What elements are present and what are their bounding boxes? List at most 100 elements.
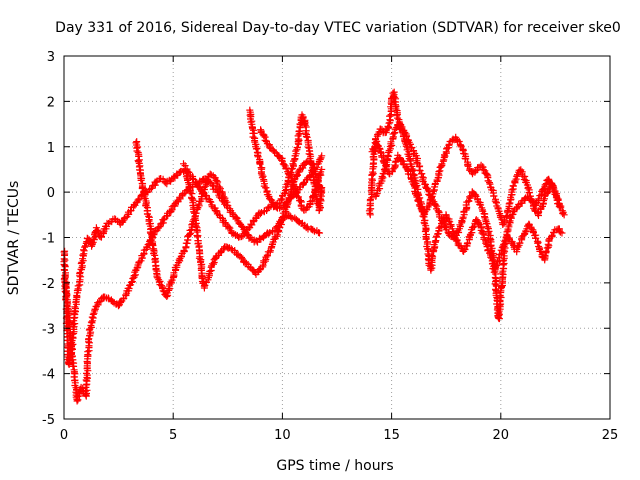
data-point <box>506 199 514 207</box>
data-point <box>122 291 130 299</box>
data-point <box>252 237 260 245</box>
data-point <box>240 225 248 233</box>
data-point <box>87 318 95 326</box>
data-point <box>388 142 396 149</box>
data-point <box>445 217 453 225</box>
data-point <box>136 166 143 174</box>
data-point <box>457 243 465 251</box>
data-point <box>402 142 410 150</box>
data-point <box>175 169 183 177</box>
data-point <box>260 182 268 190</box>
data-point <box>516 239 524 247</box>
data-point <box>532 234 540 242</box>
data-point <box>517 167 524 175</box>
series-track-9 <box>372 121 566 274</box>
data-point <box>428 252 436 259</box>
data-point <box>560 211 568 219</box>
data-point <box>127 278 135 286</box>
data-point <box>142 202 150 210</box>
data-point <box>480 235 488 243</box>
data-point <box>417 170 425 178</box>
x-tick-label: 15 <box>383 428 400 443</box>
data-point <box>178 253 185 261</box>
data-point <box>295 127 303 135</box>
data-point <box>308 166 316 174</box>
data-point <box>154 224 162 232</box>
data-point <box>134 196 142 204</box>
data-point <box>556 228 564 236</box>
data-point <box>88 240 96 248</box>
x-axis-label: GPS time / hours <box>276 458 393 474</box>
data-point <box>556 202 564 210</box>
data-point <box>537 204 545 212</box>
data-point <box>309 226 317 234</box>
data-point <box>413 182 421 189</box>
data-point <box>185 183 193 191</box>
data-point <box>431 201 439 209</box>
data-point <box>262 184 270 192</box>
data-point <box>542 247 550 255</box>
data-point <box>135 158 142 166</box>
data-point <box>206 170 214 178</box>
data-point <box>290 184 298 192</box>
data-point <box>436 223 444 231</box>
data-point <box>366 196 374 203</box>
data-point <box>301 121 309 129</box>
data-point <box>508 186 516 194</box>
data-point <box>318 165 326 173</box>
data-point <box>318 184 326 192</box>
data-point <box>429 187 437 195</box>
data-point <box>427 195 434 203</box>
data-point <box>429 253 437 261</box>
data-point <box>206 267 214 275</box>
data-point <box>249 133 257 141</box>
data-point <box>72 305 79 312</box>
data-point <box>278 156 286 164</box>
data-point <box>487 253 495 261</box>
data-point <box>419 212 427 220</box>
data-point <box>224 202 232 210</box>
series-track-6 <box>257 126 326 214</box>
data-point <box>160 216 168 224</box>
data-point <box>531 206 539 214</box>
data-point <box>524 184 532 192</box>
data-point <box>295 218 303 226</box>
data-point <box>190 208 198 216</box>
data-point <box>307 159 315 167</box>
data-point <box>528 197 536 205</box>
data-point <box>93 226 101 234</box>
series-track-7 <box>365 88 568 323</box>
x-tick-label: 0 <box>60 428 68 443</box>
data-point <box>94 299 102 307</box>
data-point <box>482 239 490 247</box>
grid <box>64 56 610 419</box>
data-point <box>94 228 102 236</box>
data-point <box>392 105 400 113</box>
data-points <box>60 88 568 405</box>
data-point <box>466 230 474 238</box>
data-point <box>401 139 409 147</box>
data-point <box>238 254 245 261</box>
data-point <box>464 239 472 247</box>
data-point <box>486 236 494 244</box>
data-point <box>385 147 393 154</box>
data-point <box>381 165 389 173</box>
data-point <box>435 168 443 176</box>
series-track-8 <box>368 133 564 228</box>
data-point <box>302 129 310 137</box>
data-point <box>484 177 492 185</box>
data-point <box>469 223 477 231</box>
data-point <box>498 269 506 277</box>
data-point <box>454 137 461 145</box>
data-point <box>167 207 175 215</box>
data-point <box>256 234 264 242</box>
data-point <box>86 339 93 347</box>
data-point <box>78 258 86 266</box>
data-point <box>260 132 268 140</box>
data-point <box>488 186 496 194</box>
data-point <box>316 229 324 237</box>
data-point <box>525 189 533 197</box>
data-point <box>548 182 556 190</box>
data-point <box>514 243 522 251</box>
